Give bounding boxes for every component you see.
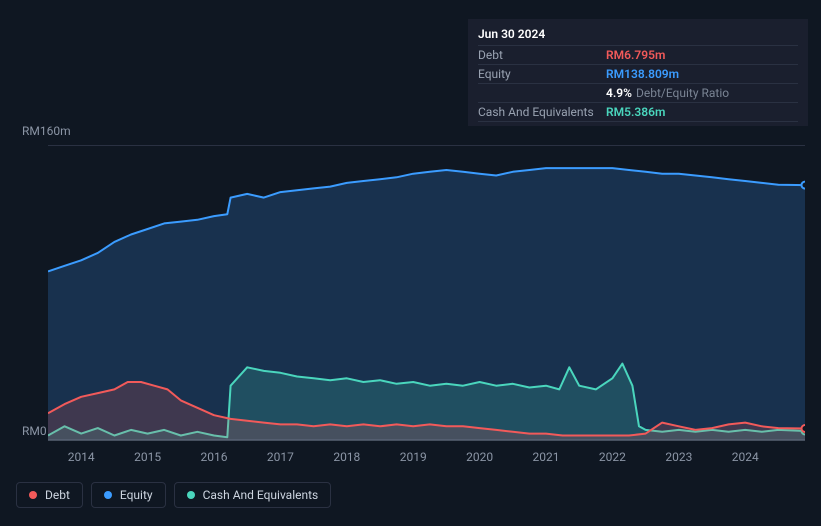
legend-item-equity[interactable]: Equity bbox=[91, 482, 166, 508]
xaxis-tick: 2020 bbox=[466, 450, 493, 464]
tooltip-rows: DebtRM6.795mEquityRM138.809m4.9%Debt/Equ… bbox=[478, 45, 798, 122]
xaxis-tick: 2022 bbox=[599, 450, 626, 464]
legend-label: Equity bbox=[120, 488, 153, 502]
tooltip-row: Cash And EquivalentsRM5.386m bbox=[478, 102, 798, 122]
chart-plot-area[interactable] bbox=[48, 145, 805, 440]
tooltip-row-label: Debt bbox=[478, 48, 606, 62]
tooltip-row-label: Equity bbox=[478, 67, 606, 81]
xaxis-tick: 2019 bbox=[400, 450, 427, 464]
yaxis-min-label: RM0 bbox=[22, 424, 47, 438]
series-endpoint-debt bbox=[802, 425, 806, 432]
xaxis-tick: 2017 bbox=[267, 450, 294, 464]
legend-item-debt[interactable]: Debt bbox=[16, 482, 83, 508]
xaxis-tick: 2023 bbox=[665, 450, 692, 464]
xaxis-tick: 2016 bbox=[201, 450, 228, 464]
tooltip-row-value: RM6.795m bbox=[606, 48, 665, 62]
xaxis-tick: 2014 bbox=[68, 450, 95, 464]
tooltip-row-suffix: Debt/Equity Ratio bbox=[636, 86, 729, 100]
legend-dot-icon bbox=[187, 491, 195, 499]
tooltip-row: 4.9%Debt/Equity Ratio bbox=[478, 83, 798, 102]
legend-dot-icon bbox=[104, 491, 112, 499]
tooltip-row-value: 4.9%Debt/Equity Ratio bbox=[606, 86, 729, 100]
legend: Debt Equity Cash And Equivalents bbox=[16, 482, 331, 508]
chart-svg bbox=[48, 146, 805, 441]
tooltip-panel: Jun 30 2024 DebtRM6.795mEquityRM138.809m… bbox=[468, 19, 808, 126]
xaxis: 2014 2015 2016 2017 2018 2019 2020 2021 2022 2023… bbox=[48, 448, 805, 468]
chart-container: Jun 30 2024 DebtRM6.795mEquityRM138.809m… bbox=[0, 0, 821, 526]
tooltip-date: Jun 30 2024 bbox=[478, 25, 798, 45]
legend-label: Debt bbox=[45, 488, 70, 502]
tooltip-row: EquityRM138.809m bbox=[478, 64, 798, 83]
legend-label: Cash And Equivalents bbox=[203, 488, 319, 502]
xaxis-tick: 2018 bbox=[333, 450, 360, 464]
tooltip-row-value: RM138.809m bbox=[606, 67, 679, 81]
xaxis-tick: 2015 bbox=[134, 450, 161, 464]
xaxis-tick: 2021 bbox=[533, 450, 560, 464]
legend-dot-icon bbox=[29, 491, 37, 499]
tooltip-row-label: Cash And Equivalents bbox=[478, 105, 606, 119]
tooltip-row-value: RM5.386m bbox=[606, 105, 665, 119]
tooltip-row: DebtRM6.795m bbox=[478, 45, 798, 64]
series-endpoint-equity bbox=[802, 182, 806, 189]
xaxis-tick: 2024 bbox=[732, 450, 759, 464]
tooltip-row-label bbox=[478, 86, 606, 100]
legend-item-cash-and-equivalents[interactable]: Cash And Equivalents bbox=[174, 482, 332, 508]
yaxis-max-label: RM160m bbox=[22, 124, 71, 138]
